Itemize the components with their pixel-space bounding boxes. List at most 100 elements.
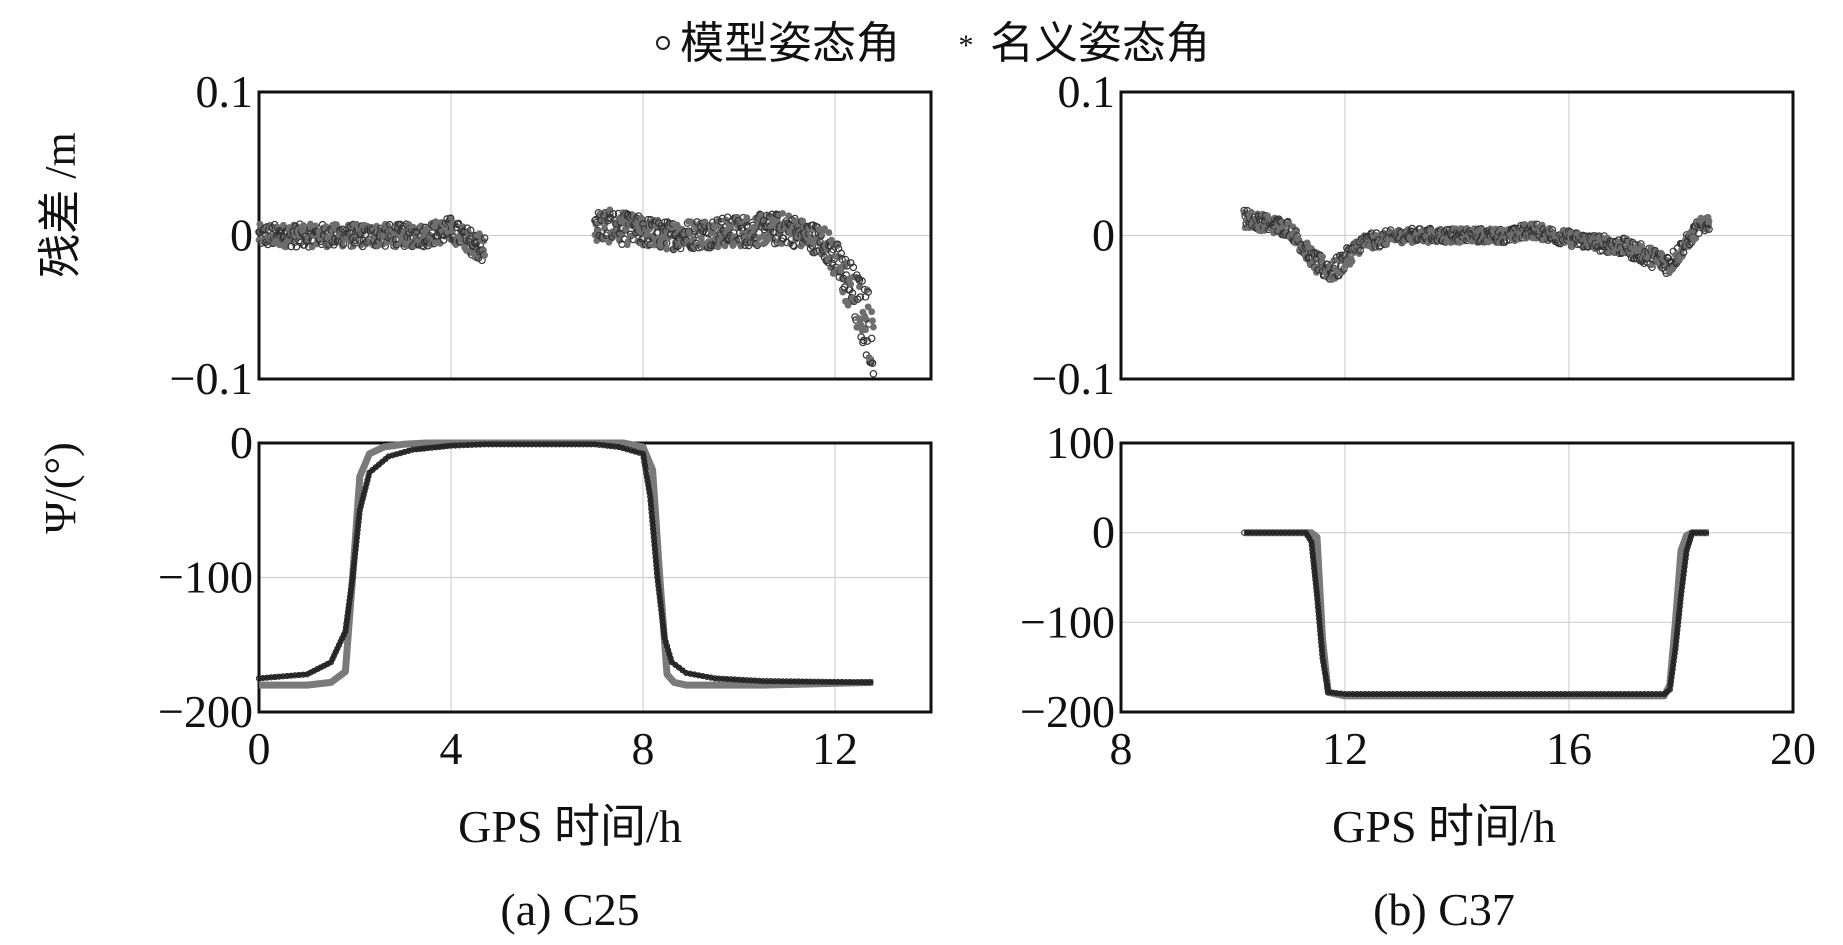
yaw-point-model xyxy=(1649,690,1656,698)
yaw-point-model xyxy=(440,443,447,450)
yaw-point-model xyxy=(1637,690,1644,698)
yaw-point-model xyxy=(1369,690,1377,698)
yaw-point-model xyxy=(1477,690,1485,698)
yaw-point-model xyxy=(1670,658,1677,665)
yaw-point-model xyxy=(644,478,651,485)
yaw-point-model xyxy=(1666,686,1673,693)
residual-point-model xyxy=(1356,246,1364,255)
legend-nominal-marker-icon: * xyxy=(959,29,974,62)
yaw-point-model xyxy=(337,638,344,645)
axes-frame xyxy=(1119,90,1795,381)
y-tick-label: −200 xyxy=(1020,686,1115,737)
yaw-point-model xyxy=(364,477,371,484)
yaw-point-model xyxy=(1433,690,1441,698)
panel-caption-a: (a) C25 xyxy=(500,884,639,935)
yaw-point-model xyxy=(1675,619,1682,626)
residual-points xyxy=(1240,206,1713,283)
yaw-point-model xyxy=(436,443,443,451)
yaw-point-model xyxy=(321,662,328,669)
yaw-point-model xyxy=(1553,690,1561,698)
yaw-point-model xyxy=(1413,690,1421,698)
residual-point-nominal xyxy=(481,251,488,259)
yaw-point-model xyxy=(344,612,351,620)
yaw-point-model xyxy=(1497,690,1505,698)
yaw-point-model xyxy=(641,462,649,469)
yaw-point-model xyxy=(619,445,627,452)
yaw-point-model xyxy=(691,671,698,678)
yaw-point-model xyxy=(1313,588,1320,595)
yaw-point-model xyxy=(603,442,611,449)
yaw-point-model xyxy=(1641,690,1648,698)
yaw-point-model xyxy=(464,441,471,449)
yaw-point-model xyxy=(324,660,331,668)
yaw-point-model xyxy=(1449,690,1457,698)
yaw-point-model xyxy=(520,441,528,448)
yaw-point-model xyxy=(1461,690,1469,698)
yaw-point-model xyxy=(424,445,432,452)
yaw-point-model xyxy=(401,448,408,456)
yaw-point-model xyxy=(1693,529,1700,536)
yaw-point-model xyxy=(727,676,735,683)
yaw-point-model xyxy=(271,673,279,681)
yaw-point-model xyxy=(1679,576,1687,583)
yaw-point-model xyxy=(1505,690,1513,698)
yaw-point-model xyxy=(1565,690,1573,698)
yaw-point-model xyxy=(1308,538,1315,545)
yaw-point-model xyxy=(291,672,299,679)
yaw-point-model xyxy=(1680,571,1687,579)
yaw-point-model xyxy=(564,441,571,448)
yaw-point-model xyxy=(1317,627,1324,634)
residual-point-nominal xyxy=(312,222,320,230)
yaw-point-model xyxy=(283,672,291,680)
yaw-point-model xyxy=(1677,592,1685,599)
yaw-point-model xyxy=(405,447,412,454)
yaw-point-model xyxy=(1311,573,1319,580)
yaw-point-model xyxy=(703,673,710,680)
yaw-point-model xyxy=(1323,677,1330,685)
yaw-point-model xyxy=(356,511,363,518)
yaw-point-model xyxy=(1341,690,1349,698)
yaw-point-model xyxy=(1405,690,1413,698)
residual-point-nominal xyxy=(868,308,876,316)
yaw-point-model xyxy=(1324,685,1331,692)
residual-point-nominal xyxy=(821,225,828,233)
yaw-point-model xyxy=(346,597,353,604)
yaw-point-model xyxy=(560,441,567,448)
yaw-point-model xyxy=(1593,690,1600,698)
yaw-point-model xyxy=(1311,569,1318,576)
residual-point-model xyxy=(864,288,872,296)
yaw-point-model xyxy=(1465,690,1473,698)
yaw-point-model xyxy=(631,448,639,455)
yaw-point-model xyxy=(858,679,865,686)
yaw-point-model xyxy=(1314,596,1321,603)
yaw-point-model xyxy=(1310,561,1317,568)
yaw-point-model xyxy=(799,678,806,685)
yaw-point-model xyxy=(731,676,739,683)
yaw-point-model xyxy=(1316,619,1323,626)
yaw-point-model xyxy=(485,441,492,448)
yaw-point-model xyxy=(1674,626,1681,634)
yaw-point-model xyxy=(354,530,361,538)
yaw-point-model xyxy=(1373,690,1381,698)
yaw-point-model xyxy=(1329,689,1336,696)
yaw-point-model xyxy=(1601,690,1608,698)
y-axis-label-yaw: Ψ/(°) xyxy=(36,442,85,534)
yaw-point-model xyxy=(1597,690,1604,698)
yaw-point-model xyxy=(1677,596,1684,603)
yaw-point-model xyxy=(1621,690,1628,698)
yaw-point-model xyxy=(1389,690,1397,698)
yaw-point-model xyxy=(651,538,658,545)
yaw-point-model xyxy=(807,678,814,685)
residual-point-nominal xyxy=(1331,275,1339,282)
yaw-point-model xyxy=(345,601,353,608)
yaw-point-model xyxy=(1265,529,1272,536)
residual-point-model xyxy=(856,293,865,301)
yaw-point-model xyxy=(783,678,790,685)
yaw-point-model xyxy=(259,674,267,682)
yaw-point-model xyxy=(505,441,512,448)
yaw-point-model xyxy=(842,678,849,686)
legend-model-marker-icon xyxy=(656,36,670,50)
yaw-point-model xyxy=(654,574,661,581)
yaw-point-model xyxy=(473,441,480,448)
yaw-point-model xyxy=(310,667,317,674)
